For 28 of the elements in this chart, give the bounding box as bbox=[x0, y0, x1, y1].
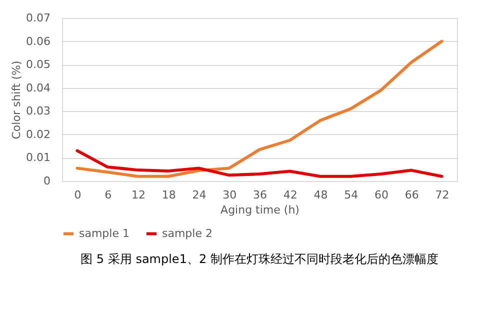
x-tick-label: 66 bbox=[404, 188, 419, 202]
y-tick-label: 0.03 bbox=[26, 104, 50, 118]
x-tick-label: 60 bbox=[374, 188, 389, 202]
x-axis-title: Aging time (h) bbox=[220, 204, 300, 216]
x-tick-label: 72 bbox=[435, 188, 450, 202]
y-tick-label: 0.07 bbox=[26, 12, 50, 24]
caption: 图 5 采用 sample1、2 制作在灯珠经过不同时段老化后的色漂幅度 bbox=[80, 252, 438, 266]
x-tick-label: 18 bbox=[162, 188, 176, 202]
y-tick-label: 0.04 bbox=[26, 81, 50, 94]
line-series bbox=[76, 40, 444, 178]
x-tick-label: 42 bbox=[283, 188, 298, 202]
x-tick-label: 54 bbox=[344, 188, 358, 202]
y-tick-label: 0.02 bbox=[26, 128, 50, 141]
x-tick-label: 36 bbox=[253, 188, 267, 202]
x-tick-label: 24 bbox=[192, 188, 206, 202]
x-tick-label: 12 bbox=[131, 188, 146, 202]
y-tick-label: 0 bbox=[44, 174, 50, 188]
legend-label: sample 1 bbox=[79, 226, 130, 240]
y-axis-title: Color shift (%) bbox=[10, 60, 24, 140]
x-tick-label: 48 bbox=[314, 188, 328, 202]
y-tick-label: 0.06 bbox=[26, 34, 50, 48]
y-tick-label: 0.05 bbox=[26, 58, 50, 72]
y-tick-label: 0.01 bbox=[26, 151, 50, 164]
x-tick-label: 30 bbox=[222, 188, 237, 202]
legend-label: sample 2 bbox=[162, 226, 212, 240]
x-tick-label: 0 bbox=[74, 188, 82, 202]
x-tick-label: 6 bbox=[104, 188, 112, 202]
line-series bbox=[76, 149, 444, 178]
